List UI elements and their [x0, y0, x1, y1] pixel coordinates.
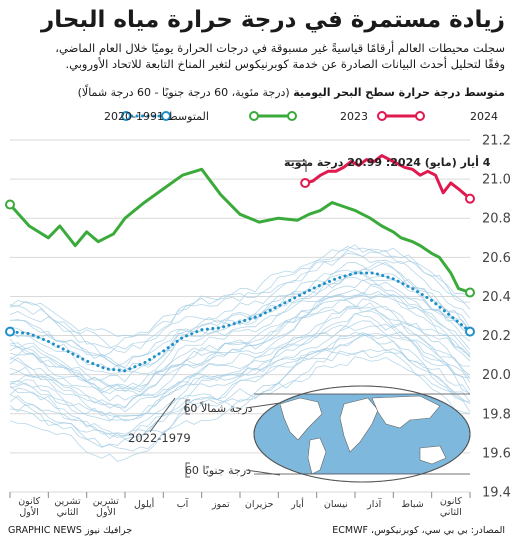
chart-heading-bold: متوسط درجة حرارة سطح البحر اليومية [293, 86, 505, 99]
history-line [9, 288, 471, 397]
record-annotation: 4 أيار (مايو) 2024: 20.99 درجة مئوية [284, 155, 491, 169]
globe-south-leader [245, 469, 281, 476]
legend-marker-avg [161, 111, 171, 121]
history-line [9, 252, 471, 357]
globe-north-leader [245, 402, 281, 409]
globe-north-bracket [185, 399, 190, 415]
legend-label-y2024: 2024 [470, 110, 498, 123]
month-label: كانون [18, 496, 40, 507]
month-label: تشرين [93, 496, 120, 507]
month-label: تموز [211, 499, 230, 510]
legend-label-y2023: 2023 [340, 110, 368, 123]
globe-south-bracket [185, 462, 190, 478]
globe-south-cap [254, 474, 470, 482]
month-label: أيار [290, 497, 304, 510]
page-title: زيادة مستمرة في درجة حرارة مياه البحار [41, 7, 505, 33]
history-line [9, 246, 471, 337]
globe-north-label: 60 درجة شمالاً [183, 400, 252, 415]
history-line [9, 320, 471, 417]
legend-marker-y2024 [377, 111, 387, 121]
history-line [9, 261, 471, 369]
footer-credit: GRAPHIC NEWS جرافيك نيوز [8, 525, 133, 536]
globe-land [371, 395, 441, 429]
y-tick-label: 19.8 [482, 407, 511, 422]
history-line [9, 333, 471, 437]
history-line [9, 299, 471, 402]
legend-marker-y2023 [249, 111, 259, 121]
y-tick-label: 21.0 [482, 173, 511, 188]
history-line [9, 294, 471, 390]
month-label: تشرين [54, 496, 81, 507]
subtitle-line-2: وفقًا لتحليل أحدث البيانات الصادرة عن خد… [65, 57, 505, 71]
globe-land [419, 445, 447, 465]
series-line-avg [8, 271, 472, 373]
record-leader [285, 160, 307, 172]
chart-heading: متوسط درجة حرارة سطح البحر اليومية (درجة… [10, 86, 505, 99]
history-line [9, 298, 470, 409]
month-label: الثاني [440, 507, 462, 518]
history-line [9, 262, 471, 367]
series-endpoint-y2023 [5, 199, 15, 210]
history-line [9, 279, 471, 391]
y-tick-label: 19.4 [482, 486, 511, 501]
history-leader [149, 397, 176, 433]
subtitle-line-1: سجلت محيطات العالم أرقامًا قياسيةً غير م… [55, 41, 505, 55]
series-line-y2024 [303, 154, 472, 201]
globe-land [279, 397, 323, 441]
globe-land [339, 397, 379, 453]
month-label: كانون [440, 496, 462, 507]
history-line [9, 276, 471, 383]
globe-band [254, 386, 470, 482]
series-endpoint-y2024 [465, 193, 475, 204]
month-label: الأول [96, 506, 116, 518]
legend-marker-y2023 [287, 111, 297, 121]
history-line [9, 244, 471, 349]
globe-north-cap [254, 386, 470, 394]
y-tick-label: 20.6 [482, 251, 511, 266]
series-line-y2023 [8, 167, 472, 294]
history-line [9, 356, 471, 462]
y-tick-label: 20.8 [482, 212, 511, 227]
month-label: آب [177, 497, 189, 510]
legend-label-avg: المتوسط 1991-2020 [104, 110, 209, 123]
month-label: أيلول [134, 497, 155, 510]
y-tick-label: 20.0 [482, 368, 511, 383]
legend-marker-avg [121, 111, 131, 121]
globe-south-label: 60 درجة جنوبًا [185, 464, 251, 477]
history-line [9, 249, 471, 353]
y-tick-label: 21.2 [482, 134, 511, 149]
series-endpoint-y2024 [300, 178, 311, 189]
y-tick-label: 20.4 [482, 290, 511, 305]
series-endpoint-y2023 [465, 287, 475, 298]
history-line [9, 323, 471, 422]
month-label: حزيران [245, 499, 274, 510]
y-tick-label: 20.2 [482, 329, 511, 344]
globe-land [307, 437, 327, 475]
month-label: الثاني [57, 507, 79, 518]
chart-heading-units: (درجة مئوية، 60 درجة جنوبًا - 60 درجة شم… [77, 86, 294, 99]
history-line [9, 261, 471, 372]
footer-source: المصادر: بي بي سي، كوبرنيكوس، ECMWF [332, 525, 505, 536]
month-label: الأول [19, 506, 39, 518]
series-endpoint-avg [465, 326, 475, 337]
series-endpoint-avg [5, 326, 15, 337]
month-label: شباط [401, 499, 424, 510]
month-label: آذار [366, 497, 381, 510]
globe-outline [253, 385, 471, 483]
month-label: نيسان [324, 499, 348, 510]
history-line [9, 331, 471, 438]
history-label: 2022-1979 [128, 431, 191, 445]
y-tick-label: 19.6 [482, 446, 511, 461]
history-line [9, 349, 471, 448]
history-line [9, 331, 471, 443]
legend-marker-y2024 [415, 111, 425, 121]
history-line [9, 310, 471, 422]
